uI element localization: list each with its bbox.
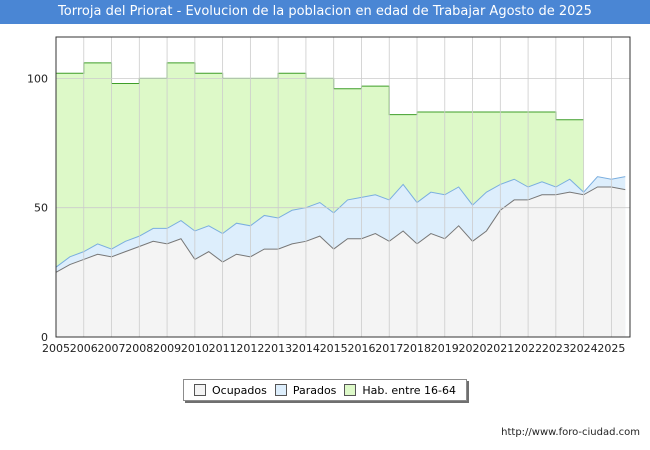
legend-item-parados: Parados [274,383,337,397]
x-tick-label: 2023 [542,342,570,354]
x-tick-label: 2020 [459,342,487,354]
x-tick-label: 2021 [486,342,514,354]
legend-label-hab: Hab. entre 16-64 [362,383,456,397]
legend-item-ocupados: Ocupados [193,383,267,397]
x-tick-label: 2016 [347,342,375,354]
y-tick-label: 100 [27,72,48,85]
x-tick-label: 2012 [236,342,264,354]
legend-swatch-ocupados [193,384,206,396]
x-tick-label: 2014 [292,342,320,354]
x-tick-label: 2024 [570,342,598,354]
x-tick-label: 2017 [375,342,403,354]
legend-item-hab: Hab. entre 16-64 [344,384,456,397]
x-tick-label: 2018 [403,342,431,354]
chart-title: Torroja del Priorat - Evolucion de la po… [0,0,650,24]
x-tick-label: 2006 [70,342,98,354]
x-tick-label: 2025 [597,342,625,354]
plot-frame [55,36,631,338]
legend: Ocupados Parados Hab. entre 16-64 [183,379,467,401]
source-url: http://www.foro-ciudad.com [501,427,640,438]
x-tick-label: 2009 [153,342,181,354]
x-tick-label: 2010 [181,342,209,354]
x-tick-label: 2007 [98,342,126,354]
series-ocupados-area [56,187,626,337]
legend-swatch-hab [344,384,357,396]
x-tick-label: 2008 [125,342,153,354]
y-tick-label: 50 [34,202,48,215]
legend-label-parados: Parados [292,383,337,397]
y-tick-label: 0 [41,331,48,344]
series-ocupados-line [55,186,626,273]
x-tick-label: 2022 [514,342,542,354]
x-tick-label: 2011 [209,342,237,354]
legend-label-ocupados: Ocupados [211,383,267,397]
x-tick-label: 2019 [431,342,459,354]
series-parados-line [55,176,626,268]
x-tick-label: 2015 [320,342,348,354]
x-tick-label: 2005 [42,342,70,354]
legend-swatch-parados [274,384,287,396]
x-tick-label: 2013 [264,342,292,354]
